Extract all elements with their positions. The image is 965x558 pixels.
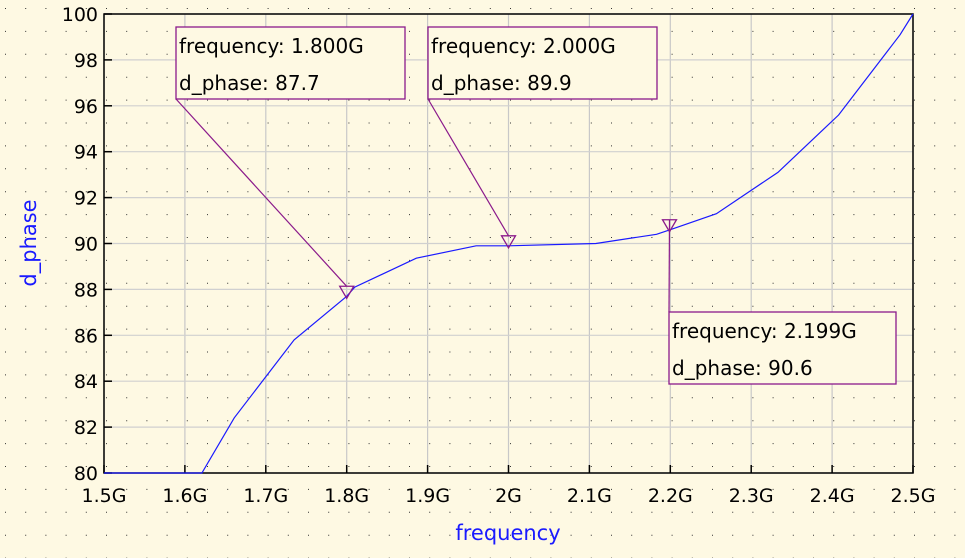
x-tick-label: 1.7G [243,485,288,507]
y-tick-label: 96 [74,96,98,118]
marker-2: frequency: 2.000G d_phase: 89.9 [427,26,658,250]
marker-label-box [668,311,897,385]
marker-leader-line [427,98,510,237]
x-axis-label: frequency [455,521,560,545]
x-tick-label: 1.9G [405,485,450,507]
y-axis-label: d_phase [17,199,42,286]
x-tick-label: 1.6G [162,485,207,507]
y-tick-label: 82 [74,417,98,439]
y-tick-label: 100 [62,4,98,26]
y-tick-label: 92 [74,188,98,210]
x-tick-label: 2.3G [729,485,774,507]
y-tick-label: 88 [74,279,98,301]
y-tick-label: 94 [74,142,98,164]
marker-label-box [427,26,658,100]
x-tick-label: 2G [495,485,522,507]
marker-frequency-text: frequency: 2.199G [672,319,857,343]
marker-label-box [175,26,406,100]
y-tick-label: 90 [74,234,98,256]
x-tick-label: 1.8G [324,485,369,507]
x-tick-label: 2.5G [891,485,936,507]
series-line-d-phase [104,13,914,474]
marker-frequency-text: frequency: 2.000G [431,34,616,58]
y-tick-label: 84 [74,371,98,393]
marker-1: frequency: 1.800G d_phase: 87.7 [175,26,406,300]
marker-d-phase-text: d_phase: 87.7 [179,71,320,95]
marker-frequency-text: frequency: 1.800G [179,34,364,58]
y-tick-label: 80 [74,463,98,485]
marker-d-phase-text: d_phase: 89.9 [431,71,572,95]
y-tick-label: 98 [74,50,98,72]
marker-3: frequency: 2.199G d_phase: 90.6 [661,219,897,385]
marker-d-phase-text: d_phase: 90.6 [672,356,813,380]
x-tick-label: 2.2G [648,485,693,507]
marker-triangle-icon [661,219,678,234]
x-tick-label: 2.1G [567,485,612,507]
x-tick-label: 2.4G [810,485,855,507]
marker-triangle-icon [500,235,517,250]
y-tick-label: 86 [74,325,98,347]
axis-ticks: 1.5G 1.6G 1.7G 1.8G 1.9G 2G 2.1G 2.2G 2.3G 2.4G 2.… [62,4,936,507]
marker-leader-line [175,98,348,287]
x-tick-label: 1.5G [82,485,127,507]
marker-triangle-icon [338,285,355,300]
